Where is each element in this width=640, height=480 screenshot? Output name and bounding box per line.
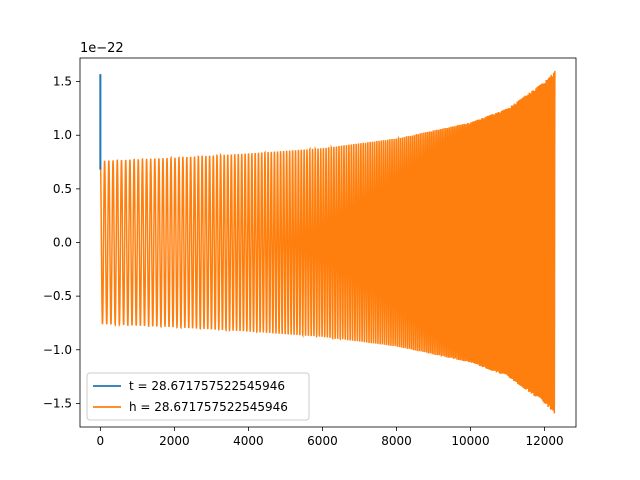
y-tick-label: −1.0	[43, 343, 72, 357]
x-tick-label: 6000	[307, 434, 338, 448]
y-tick-label: 1.5	[53, 75, 72, 89]
legend: t = 28.671757522545946 h = 28.67175752254…	[86, 372, 310, 421]
x-tick-label: 2000	[159, 434, 190, 448]
y-tick-label: −1.5	[43, 396, 72, 410]
y-tick-label: 0.0	[53, 236, 72, 250]
y-scale-label: 1e−22	[80, 41, 124, 56]
x-tick-label: 8000	[381, 434, 412, 448]
series-h-line	[99, 70, 556, 414]
y-tick-label: −0.5	[43, 289, 72, 303]
y-tick-label: 1.0	[53, 128, 72, 142]
x-tick-label: 4000	[233, 434, 264, 448]
legend-box	[86, 372, 310, 421]
x-tick-label: 10000	[451, 434, 489, 448]
x-tick-label: 12000	[525, 434, 563, 448]
legend-label: h = 28.671757522545946	[129, 400, 288, 414]
axes: 0 2000 4000 6000 8000 10000 12000 −1.5 −1.0 −0.5 0…	[43, 57, 577, 448]
plot-area	[99, 70, 556, 414]
y-tick-label: 0.5	[53, 182, 72, 196]
legend-label: t = 28.671757522545946	[129, 379, 285, 393]
x-tick-label: 0	[97, 434, 105, 448]
